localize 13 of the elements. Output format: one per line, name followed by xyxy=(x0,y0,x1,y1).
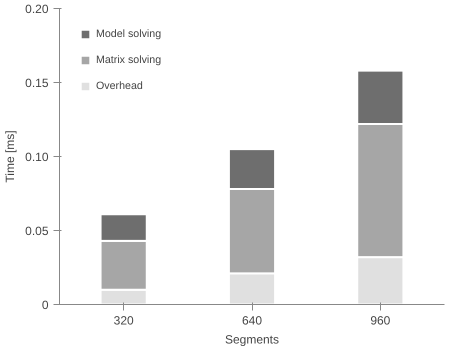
y-tick-label: 0.05 xyxy=(25,224,49,238)
legend-label: Matrix solving xyxy=(96,54,162,66)
y-tick-label: 0.10 xyxy=(25,150,49,164)
y-tick-label: 0.15 xyxy=(25,76,49,90)
x-tick-label: 640 xyxy=(242,314,262,328)
y-tick-label: 0 xyxy=(42,298,49,312)
legend-label: Overhead xyxy=(96,80,143,92)
x-tick-label: 960 xyxy=(370,314,391,328)
x-tick-label: 320 xyxy=(114,314,134,328)
legend-label: Model solving xyxy=(96,28,162,40)
y-tick-label: 0.20 xyxy=(25,2,49,16)
x-axis-title: Segments xyxy=(224,332,280,346)
y-axis-title: Time [ms] xyxy=(3,130,18,183)
